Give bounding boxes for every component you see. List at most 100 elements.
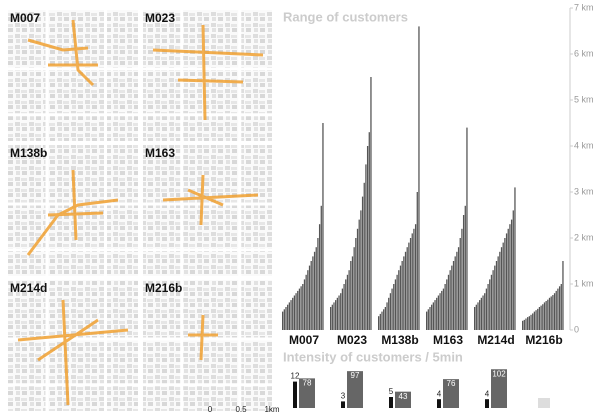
range-bar	[300, 286, 302, 330]
map-label: M216b	[145, 281, 182, 295]
range-bar	[338, 295, 340, 330]
range-bar	[439, 293, 441, 330]
range-bar	[548, 297, 551, 330]
range-bar	[514, 187, 516, 330]
map-label: M214d	[10, 281, 47, 295]
range-bar	[557, 288, 559, 330]
range-bar	[553, 293, 556, 330]
customer-route	[27, 19, 98, 87]
range-bar	[381, 311, 383, 330]
range-bar	[288, 302, 290, 330]
intensity-bar	[347, 371, 363, 408]
range-bar	[378, 316, 380, 330]
value-label: 4	[437, 389, 442, 398]
range-bar	[490, 274, 493, 330]
range-bar	[509, 224, 511, 330]
range-bar	[510, 219, 513, 330]
range-bar	[452, 261, 455, 330]
range-bar	[449, 270, 451, 330]
range-bar	[537, 308, 539, 330]
range-bar	[432, 302, 434, 330]
range-bar	[318, 224, 321, 330]
range-bar	[462, 215, 465, 330]
range-bar	[418, 26, 420, 331]
range-bar	[293, 295, 296, 330]
range-bar	[290, 300, 292, 330]
intensity-bar	[389, 397, 393, 408]
value-label: 102	[492, 369, 506, 378]
range-bar	[331, 304, 333, 330]
y-tick-label: 1 km	[574, 278, 594, 288]
range-bar	[333, 302, 335, 330]
range-bar	[370, 77, 372, 330]
range-bar	[444, 284, 446, 330]
map-label: M023	[145, 11, 175, 25]
range-bar	[322, 123, 324, 330]
range-bar	[330, 307, 332, 330]
customer-route	[188, 314, 218, 361]
range-bar	[348, 270, 350, 330]
range-bar	[528, 316, 530, 330]
intensity-bar	[293, 381, 297, 408]
intensity-title: Intensity of customers / 5min	[283, 349, 463, 364]
range-bar	[416, 192, 418, 330]
range-bar	[320, 205, 322, 330]
range-bar	[413, 228, 415, 330]
value-label: 12	[291, 372, 300, 381]
range-bar	[495, 261, 498, 330]
range-bar	[351, 256, 354, 330]
range-bar	[414, 224, 417, 330]
range-bar	[298, 288, 301, 330]
range-bar	[366, 146, 369, 330]
scale-label: 1km	[264, 405, 279, 414]
range-bar	[427, 309, 429, 330]
value-label: 5	[389, 387, 394, 396]
value-label: 78	[303, 378, 312, 387]
range-bar	[457, 247, 460, 330]
value-label: 76	[447, 379, 456, 388]
range-bar	[441, 290, 443, 330]
range-bar	[297, 290, 299, 330]
range-bar	[538, 307, 541, 330]
range-bar	[399, 265, 402, 330]
map-streets	[143, 10, 272, 141]
range-bar	[550, 296, 552, 330]
range-bar	[474, 307, 476, 330]
range-bar	[384, 307, 386, 330]
range-bar	[343, 284, 345, 330]
value-label: 97	[351, 371, 360, 380]
range-bar	[429, 307, 431, 330]
intensity-bar	[443, 379, 459, 408]
range-bar	[477, 302, 479, 330]
range-bar	[456, 251, 458, 330]
range-bar	[464, 205, 466, 330]
range-bar	[436, 297, 438, 330]
scale-label: 0	[208, 405, 213, 414]
range-bar	[545, 301, 547, 330]
range-bar	[533, 311, 536, 330]
range-bar	[335, 300, 337, 330]
range-bar	[292, 297, 294, 330]
map-label: M138b	[10, 146, 47, 160]
range-bar	[540, 305, 542, 330]
range-bar	[446, 279, 448, 330]
intensity-placeholder	[538, 398, 550, 408]
range-bar	[434, 300, 436, 330]
range-bar	[482, 295, 484, 330]
range-bar	[560, 284, 562, 330]
range-bar	[287, 304, 289, 330]
range-bar	[499, 251, 501, 330]
customer-route	[17, 299, 129, 406]
y-tick-label: 2 km	[574, 232, 594, 242]
range-bar	[353, 247, 355, 330]
range-bar	[356, 228, 359, 330]
customer-route	[152, 24, 264, 121]
range-bar	[542, 304, 544, 330]
range-bar	[394, 279, 397, 330]
y-tick-label: 5 km	[574, 94, 594, 104]
y-tick-label: 0	[574, 324, 579, 334]
category-label: M007	[289, 333, 319, 347]
range-bar	[313, 251, 316, 330]
map-streets	[8, 10, 138, 141]
range-bar	[406, 247, 408, 330]
